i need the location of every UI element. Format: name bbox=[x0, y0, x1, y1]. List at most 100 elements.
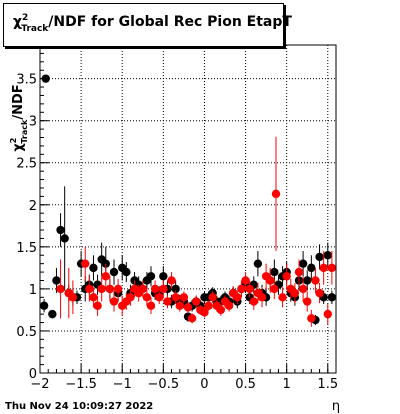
data-point bbox=[56, 284, 65, 294]
data-point bbox=[271, 189, 281, 199]
x-tick-label: 0 bbox=[200, 377, 208, 392]
data-point bbox=[146, 301, 156, 310]
data-point bbox=[303, 297, 312, 306]
data-point bbox=[278, 293, 287, 302]
y-tick-label: 2.5 bbox=[16, 157, 37, 172]
x-tick-label: −2 bbox=[30, 377, 49, 392]
data-point bbox=[122, 267, 131, 277]
data-point bbox=[307, 314, 316, 323]
title-box: χ2Track/NDF for Global Rec Pion EtapT bbox=[3, 3, 292, 47]
data-point bbox=[56, 225, 65, 235]
x-tick-label: −1 bbox=[113, 377, 132, 392]
data-point bbox=[142, 293, 152, 302]
x-axis-label: η bbox=[332, 399, 340, 414]
data-point bbox=[109, 297, 119, 306]
data-point bbox=[327, 293, 337, 302]
data-point bbox=[315, 288, 324, 298]
title-subscript: Track bbox=[21, 24, 49, 34]
data-point bbox=[303, 276, 312, 285]
y-tick-label: 0 bbox=[29, 367, 37, 382]
y-tick-label: 0.5 bbox=[16, 325, 37, 340]
x-tick-label: 0.5 bbox=[235, 377, 256, 392]
data-point bbox=[237, 284, 246, 294]
y-tick-label: 1.5 bbox=[16, 241, 37, 256]
data-point bbox=[52, 276, 61, 285]
data-point bbox=[270, 267, 279, 277]
data-point bbox=[109, 267, 119, 277]
data-point bbox=[216, 305, 226, 315]
data-point bbox=[171, 293, 180, 302]
data-point bbox=[89, 293, 98, 302]
data-point bbox=[204, 301, 213, 310]
y-tick-label: 3 bbox=[29, 115, 37, 130]
data-point bbox=[323, 309, 332, 319]
x-tick-label: −0.5 bbox=[148, 377, 180, 392]
y-tick-label: 2 bbox=[29, 199, 37, 214]
y-tick-label: 3.5 bbox=[16, 73, 37, 88]
data-point bbox=[138, 284, 147, 294]
y-axis-label: χ2 Track/NDF bbox=[9, 84, 29, 151]
data-point bbox=[319, 263, 328, 273]
y-tick-label: 1 bbox=[29, 283, 37, 298]
timestamp: Thu Nov 24 10:09:27 2022 bbox=[5, 401, 154, 412]
data-point bbox=[171, 284, 180, 294]
data-point bbox=[187, 314, 197, 323]
data-point bbox=[97, 284, 106, 294]
data-point bbox=[89, 263, 98, 273]
data-point bbox=[257, 293, 267, 302]
grid-lines bbox=[40, 45, 336, 373]
axes: −2 −1.5 −1 −0.5 0 0.5 1 1.5 0 0.5 1 1.5 2 2.5 3 3.5 bbox=[16, 44, 338, 392]
x-tick-label: 1 bbox=[283, 377, 291, 392]
data-point bbox=[233, 293, 242, 302]
data-point bbox=[192, 297, 201, 306]
data-point bbox=[159, 272, 168, 281]
data-point bbox=[294, 267, 304, 277]
data-point bbox=[101, 259, 110, 268]
data-point bbox=[39, 301, 49, 310]
data-point bbox=[200, 308, 209, 317]
x-tick-label: −1.5 bbox=[65, 377, 97, 392]
data-point bbox=[183, 303, 193, 312]
data-point bbox=[155, 293, 164, 302]
data-point bbox=[159, 284, 168, 294]
data-point bbox=[282, 272, 291, 281]
data-point bbox=[298, 259, 308, 268]
x-tick-label: 1.5 bbox=[317, 377, 338, 392]
data-point bbox=[245, 284, 254, 294]
data-point bbox=[241, 276, 250, 285]
data-point bbox=[290, 288, 300, 298]
chart-title: χ2Track/NDF for Global Rec Pion EtapT bbox=[13, 13, 292, 34]
title-superscript: 2 bbox=[22, 13, 29, 23]
data-point bbox=[315, 252, 324, 262]
data-point bbox=[224, 301, 234, 310]
data-point bbox=[253, 259, 263, 268]
data-point bbox=[327, 263, 337, 273]
title-chi: χ bbox=[13, 14, 23, 30]
data-point bbox=[146, 272, 156, 281]
data-point bbox=[126, 293, 135, 302]
data-point bbox=[48, 309, 57, 319]
data-point bbox=[163, 297, 172, 306]
plot-frame bbox=[39, 44, 337, 374]
data-point bbox=[323, 251, 332, 260]
data-point bbox=[93, 301, 102, 310]
data-point bbox=[105, 284, 115, 294]
data-point bbox=[307, 263, 316, 273]
data-point bbox=[113, 284, 123, 294]
data-point bbox=[60, 234, 69, 243]
data-series bbox=[39, 74, 337, 327]
data-point bbox=[81, 259, 90, 268]
data-point bbox=[150, 284, 160, 294]
title-rest: /NDF for Global Rec Pion EtapT bbox=[48, 14, 292, 30]
data-point bbox=[311, 276, 320, 285]
data-point bbox=[101, 272, 110, 281]
data-point bbox=[266, 276, 275, 285]
data-point bbox=[298, 284, 308, 294]
data-point bbox=[249, 297, 258, 306]
data-point bbox=[167, 276, 176, 285]
data-point bbox=[85, 284, 94, 294]
data-point bbox=[208, 293, 217, 302]
data-point bbox=[270, 284, 279, 294]
data-point bbox=[179, 293, 189, 302]
